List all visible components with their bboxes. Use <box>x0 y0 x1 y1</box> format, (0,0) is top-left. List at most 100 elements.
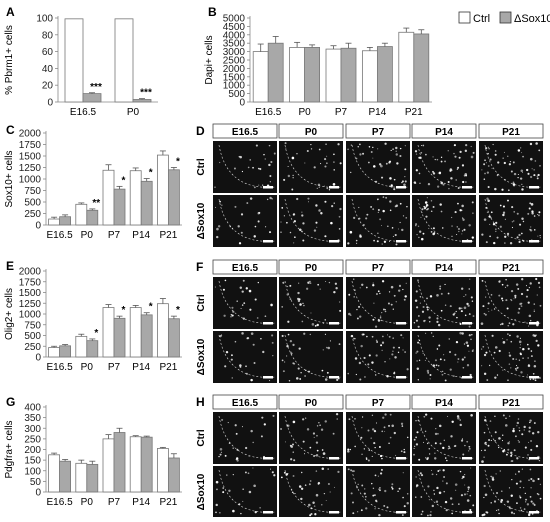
column-header-box <box>478 259 544 275</box>
cell-signal <box>461 217 464 219</box>
cell-signal <box>511 206 514 209</box>
cell-signal <box>416 367 420 370</box>
cell-signal <box>333 202 335 204</box>
bar-sox10 <box>167 318 180 358</box>
x-tick-label: E16.5 <box>47 362 74 373</box>
cell-signal <box>471 350 474 352</box>
cell-signal <box>241 290 244 293</box>
cell-signal <box>401 514 404 516</box>
cell-signal <box>519 480 522 483</box>
cell-signal <box>527 364 531 368</box>
scale-bar <box>263 322 273 325</box>
cell-signal <box>321 504 323 506</box>
cell-signal <box>493 500 497 503</box>
cell-signal <box>373 165 376 168</box>
cell-signal <box>437 323 441 327</box>
cell-signal <box>237 225 240 228</box>
cell-signal <box>529 229 533 232</box>
cell-signal <box>244 471 247 474</box>
cell-signal <box>292 176 294 179</box>
cell-signal <box>333 290 336 294</box>
cell-signal <box>470 338 472 341</box>
cell-signal <box>286 355 288 357</box>
cell-signal <box>495 228 497 230</box>
cell-signal <box>266 198 269 201</box>
cell-signal <box>419 182 421 185</box>
column-header: P21 <box>502 127 520 138</box>
cell-signal <box>443 359 446 361</box>
cell-signal <box>533 303 536 305</box>
cell-signal <box>361 484 364 487</box>
cell-signal <box>309 480 312 482</box>
cell-signal <box>292 451 294 453</box>
cell-signal <box>483 496 485 499</box>
cell-signal <box>420 237 424 241</box>
cell-signal <box>481 460 484 463</box>
cell-signal <box>306 428 310 431</box>
cell-signal <box>454 312 456 314</box>
cell-signal <box>379 316 382 319</box>
cell-signal <box>460 494 464 497</box>
cell-signal <box>301 230 304 233</box>
cell-signal <box>519 223 522 226</box>
cell-signal <box>392 350 394 352</box>
cell-signal <box>356 511 359 513</box>
cell-signal <box>494 153 497 156</box>
cell-signal <box>483 163 486 166</box>
cell-signal <box>393 294 396 297</box>
cell-signal <box>413 438 416 441</box>
cell-signal <box>419 230 422 233</box>
cell-signal <box>310 512 313 516</box>
cell-signal <box>521 433 524 436</box>
cell-signal <box>377 148 379 150</box>
cell-signal <box>506 232 510 236</box>
cell-signal <box>234 424 237 427</box>
y-tick-label: 1500 <box>19 152 42 163</box>
cell-signal <box>489 223 491 226</box>
y-tick-label: 80 <box>42 30 54 41</box>
cell-signal <box>305 417 307 419</box>
cell-signal <box>360 436 363 439</box>
cell-signal <box>454 211 457 214</box>
cell-signal <box>444 283 446 286</box>
cell-signal <box>264 158 266 160</box>
column-header-box <box>212 123 278 139</box>
cell-signal <box>490 294 493 296</box>
cell-signal <box>513 449 516 452</box>
row-label: Ctrl <box>196 294 207 311</box>
cell-signal <box>492 143 494 146</box>
cell-signal <box>219 453 222 456</box>
cell-signal <box>444 160 446 163</box>
cell-signal <box>215 503 218 507</box>
cell-signal <box>361 453 363 455</box>
cell-signal <box>414 150 418 153</box>
scale-bar <box>329 376 339 379</box>
cell-signal <box>421 208 424 211</box>
y-tick-label: 0 <box>35 488 41 499</box>
cell-signal <box>297 299 301 303</box>
cell-signal <box>528 430 531 433</box>
cell-signal <box>386 375 389 378</box>
cell-signal <box>378 488 380 490</box>
cell-signal <box>358 361 362 365</box>
cell-signal <box>470 296 473 299</box>
cell-signal <box>502 414 505 417</box>
cell-signal <box>392 337 394 339</box>
cell-signal <box>515 369 518 371</box>
cell-signal <box>391 424 394 428</box>
bar-ctrl <box>102 438 115 493</box>
cell-signal <box>462 366 465 369</box>
cell-signal <box>392 235 394 237</box>
cell-signal <box>466 493 468 495</box>
cell-signal <box>512 429 515 433</box>
cell-signal <box>510 454 513 457</box>
cell-signal <box>392 308 394 310</box>
cell-signal <box>522 240 525 242</box>
cell-signal <box>486 171 489 174</box>
cell-signal <box>518 359 521 361</box>
cell-signal <box>514 368 517 370</box>
cell-signal <box>383 504 386 507</box>
cell-signal <box>392 148 394 150</box>
cell-signal <box>443 490 446 493</box>
cell-signal <box>529 202 532 205</box>
